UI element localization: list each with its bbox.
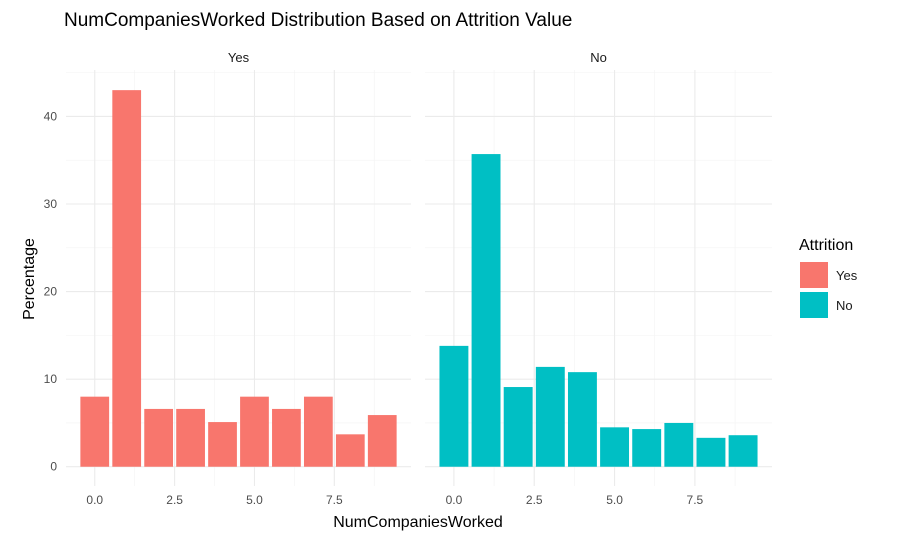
y-axis-title: Percentage [21,238,38,320]
legend: Attrition Yes No [799,237,858,318]
bar-yes-3 [176,408,205,467]
bar-no-3 [535,366,565,467]
bar-no-8 [696,437,726,467]
y-tick-label: 10 [44,372,58,386]
bar-yes-1 [112,90,142,467]
bar-no-9 [728,435,758,467]
bars-yes [80,90,397,467]
legend-title: Attrition [799,237,853,254]
chart-title: NumCompaniesWorked Distribution Based on… [64,10,572,31]
x-tick-label: 7.5 [326,493,343,507]
x-tick-label: 7.5 [687,493,704,507]
bar-yes-5 [240,396,269,467]
bar-no-0 [439,345,469,467]
legend-label-yes: Yes [836,268,858,283]
x-tick-label: 2.5 [166,493,183,507]
facet-panel-yes: Yes [66,50,411,486]
legend-swatch-yes [800,262,828,288]
x-tick-label: 0.0 [446,493,463,507]
y-axis-tick-labels: 0 10 20 30 40 [44,109,58,473]
x-axis-title: NumCompaniesWorked [333,514,503,531]
bar-no-6 [632,429,662,467]
bar-yes-6 [272,408,301,467]
x-tick-label: 0.0 [86,493,103,507]
legend-swatch-no [800,292,828,318]
y-tick-label: 30 [44,197,58,211]
bar-yes-0 [80,396,110,467]
bar-no-2 [503,387,533,467]
bar-yes-4 [208,422,237,467]
x-axis-tick-labels: 0.0 2.5 5.0 7.5 0.0 2.5 5.0 7.5 [86,493,703,507]
bar-no-1 [471,154,501,467]
x-tick-label: 5.0 [246,493,263,507]
facet-panel-no: No [425,50,772,486]
legend-label-no: No [836,298,853,313]
facet-strip-label-yes: Yes [228,50,250,65]
bar-yes-2 [144,408,174,467]
y-tick-label: 40 [44,109,58,123]
x-tick-label: 2.5 [526,493,543,507]
bar-yes-8 [335,434,365,467]
y-tick-label: 20 [44,285,58,299]
y-tick-label: 0 [50,460,57,474]
bar-no-5 [600,427,630,467]
facet-strip-label-no: No [590,50,607,65]
bar-no-7 [664,422,694,467]
bar-yes-7 [303,396,333,467]
x-tick-label: 5.0 [606,493,623,507]
bar-yes-9 [367,415,397,467]
bars-no [439,154,758,467]
bar-no-4 [567,372,597,467]
